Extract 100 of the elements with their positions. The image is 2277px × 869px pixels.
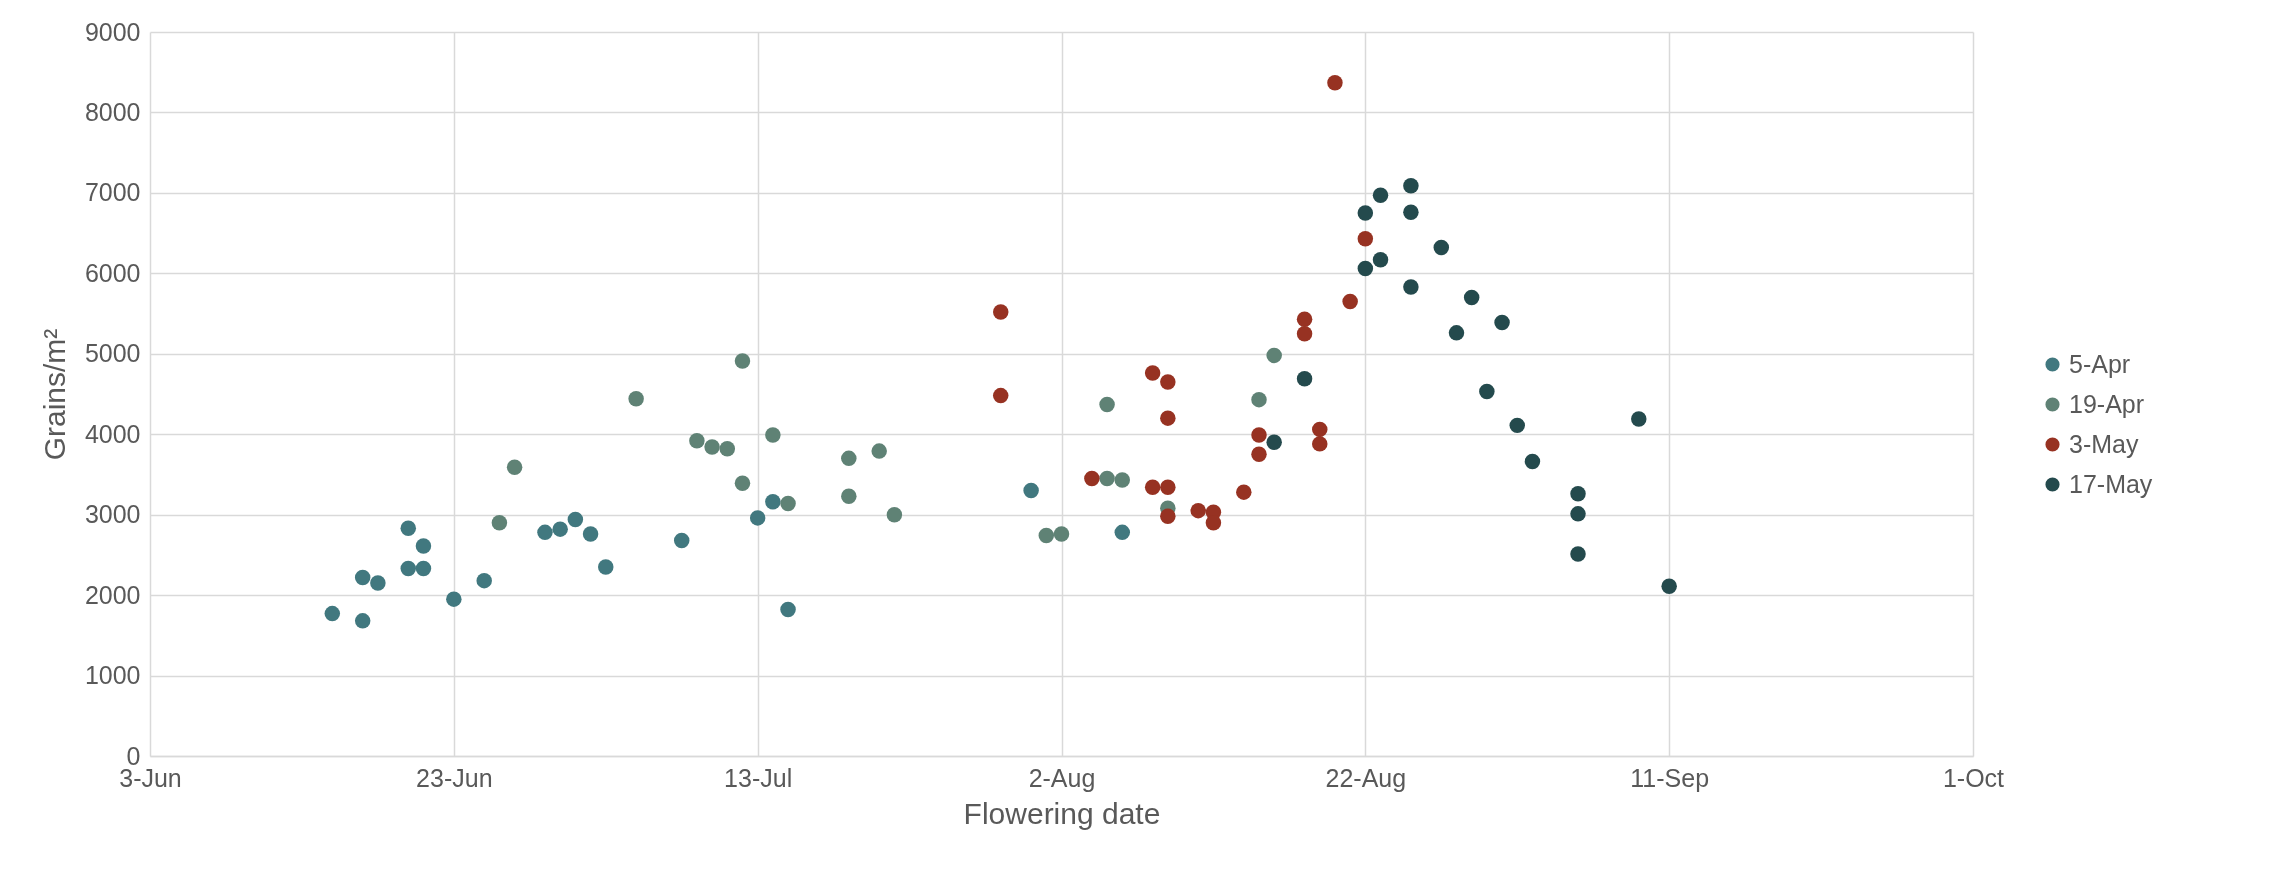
point [537,524,553,541]
point [1160,374,1176,390]
point [1099,470,1115,487]
point [1433,239,1450,256]
point [1357,231,1374,247]
x-tick-label: 2-Aug [1028,763,1096,792]
point [1403,279,1419,295]
point [1114,472,1131,488]
point [1372,251,1389,268]
point [1296,370,1313,387]
point [1251,427,1267,443]
point [1023,482,1039,499]
point [1144,479,1161,496]
point [598,559,614,575]
point [354,613,371,629]
point [1312,436,1328,452]
point [1448,325,1465,341]
point [324,605,341,622]
point [1494,314,1510,331]
point [1570,546,1586,562]
point [1403,204,1419,220]
y-tick-label: 9000 [84,17,141,46]
x-tick-label: 11-Sep [1630,763,1710,792]
point [1190,502,1206,519]
point [1296,325,1313,342]
point [1251,391,1267,408]
point [1053,526,1070,542]
point [1251,446,1267,463]
point [992,387,1009,404]
point [1509,417,1525,434]
y-axis-title: Grains/m² [37,328,71,461]
point [719,440,736,457]
point [1114,524,1131,541]
point [749,510,766,526]
point [765,427,781,443]
point [506,459,523,475]
point [1372,187,1389,204]
point [1403,177,1419,194]
point [992,304,1009,320]
point [476,572,492,589]
x-tick-label: 22-Aug [1325,763,1407,792]
point [780,495,796,512]
point [1327,74,1343,91]
point [1570,486,1586,502]
point [1463,289,1480,306]
point [1160,479,1176,496]
point [628,391,644,407]
point [415,560,432,577]
point [1357,260,1374,277]
legend-label: 17-May [2069,469,2153,498]
point [780,601,796,618]
point [354,569,371,586]
point [1661,578,1677,594]
legend-label: 19-Apr [2069,389,2145,418]
point [1296,311,1313,327]
point [841,488,857,504]
point [1160,508,1176,525]
point [400,560,416,577]
point [446,591,462,607]
point [734,475,751,492]
point [1038,527,1055,544]
x-tick-label: 13-Jul [724,763,793,792]
y-tick-label: 3000 [84,500,141,529]
point [552,521,568,537]
y-tick-label: 8000 [84,97,141,126]
point [1357,205,1374,221]
y-tick-label: 6000 [84,258,141,287]
x-tick-label: 23-Jun [416,763,493,792]
point [1631,411,1647,427]
point [886,506,903,523]
point [704,439,720,455]
point [1144,365,1161,381]
point [1479,383,1495,400]
y-tick-label: 4000 [84,419,141,448]
point [673,532,690,549]
point [491,514,508,531]
y-tick-label: 5000 [84,339,141,368]
point [1236,484,1252,500]
point [871,443,887,459]
point [1266,434,1282,450]
point [1160,410,1176,426]
point [1342,293,1358,310]
point [734,353,751,369]
y-tick-label: 0 [126,741,141,770]
legend-label: 3-May [2069,429,2139,458]
x-axis-title: Flowering date [963,796,1161,830]
point [689,432,705,449]
point [1266,347,1282,364]
point [841,450,857,467]
y-tick-label: 2000 [84,580,141,609]
point [1570,506,1586,522]
legend-label: 5-Apr [2069,349,2131,378]
point [1524,453,1541,470]
y-tick-label: 1000 [84,661,141,690]
point [1084,470,1100,487]
x-tick-label: 1-Oct [1942,763,2005,792]
point [370,575,386,591]
point [1099,396,1115,413]
point [415,538,432,554]
point [765,494,781,510]
